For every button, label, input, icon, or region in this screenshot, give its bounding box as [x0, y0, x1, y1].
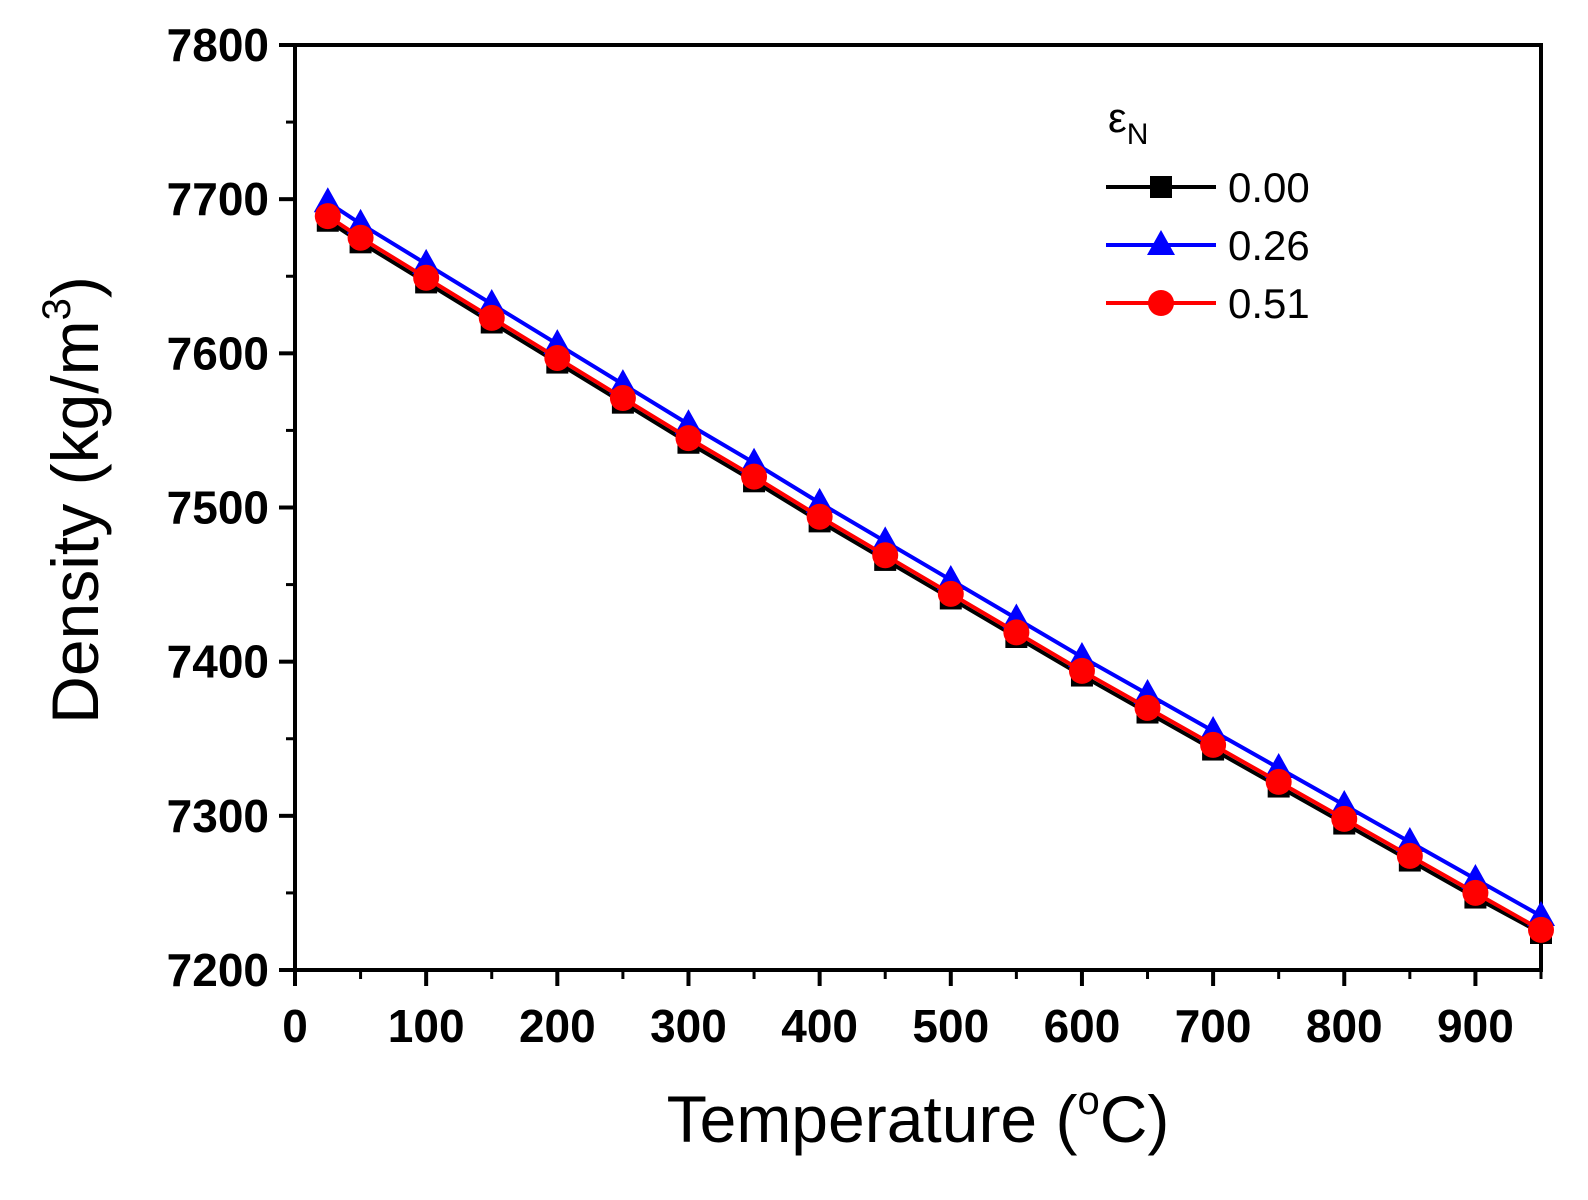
data-point	[478, 304, 505, 331]
y-tick-label: 7400	[167, 636, 269, 688]
data-point	[413, 264, 440, 291]
x-axis-title: Temperature (oC)	[667, 1079, 1170, 1156]
data-point	[1528, 916, 1554, 943]
data-point	[937, 580, 964, 607]
legend-marker	[1147, 230, 1175, 255]
series-layer	[313, 187, 1555, 944]
data-point	[1462, 879, 1489, 906]
y-tick-label: 7600	[167, 327, 269, 379]
x-tick-label: 500	[912, 1000, 989, 1052]
data-point	[347, 224, 374, 251]
legend-marker	[1150, 176, 1172, 198]
legend-entry: 0.00	[1106, 164, 1310, 211]
data-point	[675, 425, 702, 452]
data-point	[1265, 768, 1292, 795]
data-point	[1331, 805, 1358, 832]
y-tick-label: 7800	[167, 19, 269, 71]
data-point	[1068, 657, 1095, 684]
x-tick-label: 100	[388, 1000, 465, 1052]
legend-label: 0.51	[1228, 280, 1310, 327]
data-point	[1200, 731, 1227, 758]
series-line	[326, 214, 1542, 932]
data-point	[872, 542, 899, 569]
y-tick-label: 7300	[167, 790, 269, 842]
y-axis-title: Density (kg/m3)	[35, 276, 112, 724]
legend-label: 0.26	[1228, 222, 1310, 269]
y-tick-label: 7500	[167, 482, 269, 534]
y-tick-label: 7200	[167, 944, 269, 996]
series-0.26	[313, 187, 1555, 927]
data-point	[609, 385, 636, 412]
data-point	[1134, 694, 1161, 721]
legend-entry: 0.26	[1106, 222, 1310, 269]
x-tick-label: 800	[1306, 1000, 1383, 1052]
y-tick-label: 7700	[167, 173, 269, 225]
x-tick-label: 400	[781, 1000, 858, 1052]
x-tick-label: 0	[282, 1000, 308, 1052]
legend: εN 0.00 0.26 0.51	[1106, 94, 1310, 327]
data-point	[544, 344, 571, 371]
series-line	[326, 200, 1542, 918]
data-point	[314, 203, 341, 230]
x-axis-ticks: 0 100 200 300 400 500 600 700 800 900	[282, 970, 1543, 1052]
data-point	[1003, 619, 1030, 646]
legend-title: εN	[1108, 94, 1148, 151]
x-tick-label: 700	[1175, 1000, 1252, 1052]
legend-entry: 0.51	[1106, 280, 1310, 327]
series-0.51	[314, 203, 1554, 943]
y-axis-ticks: 7200 7300 7400 7500 7600 7700 7800	[167, 19, 295, 996]
data-point	[741, 463, 768, 490]
legend-label: 0.00	[1228, 164, 1310, 211]
x-tick-label: 200	[519, 1000, 596, 1052]
x-tick-label: 600	[1044, 1000, 1121, 1052]
legend-marker	[1148, 290, 1174, 316]
data-point	[806, 503, 833, 530]
data-point	[1396, 842, 1423, 869]
x-tick-label: 300	[650, 1000, 727, 1052]
x-tick-label: 900	[1437, 1000, 1514, 1052]
